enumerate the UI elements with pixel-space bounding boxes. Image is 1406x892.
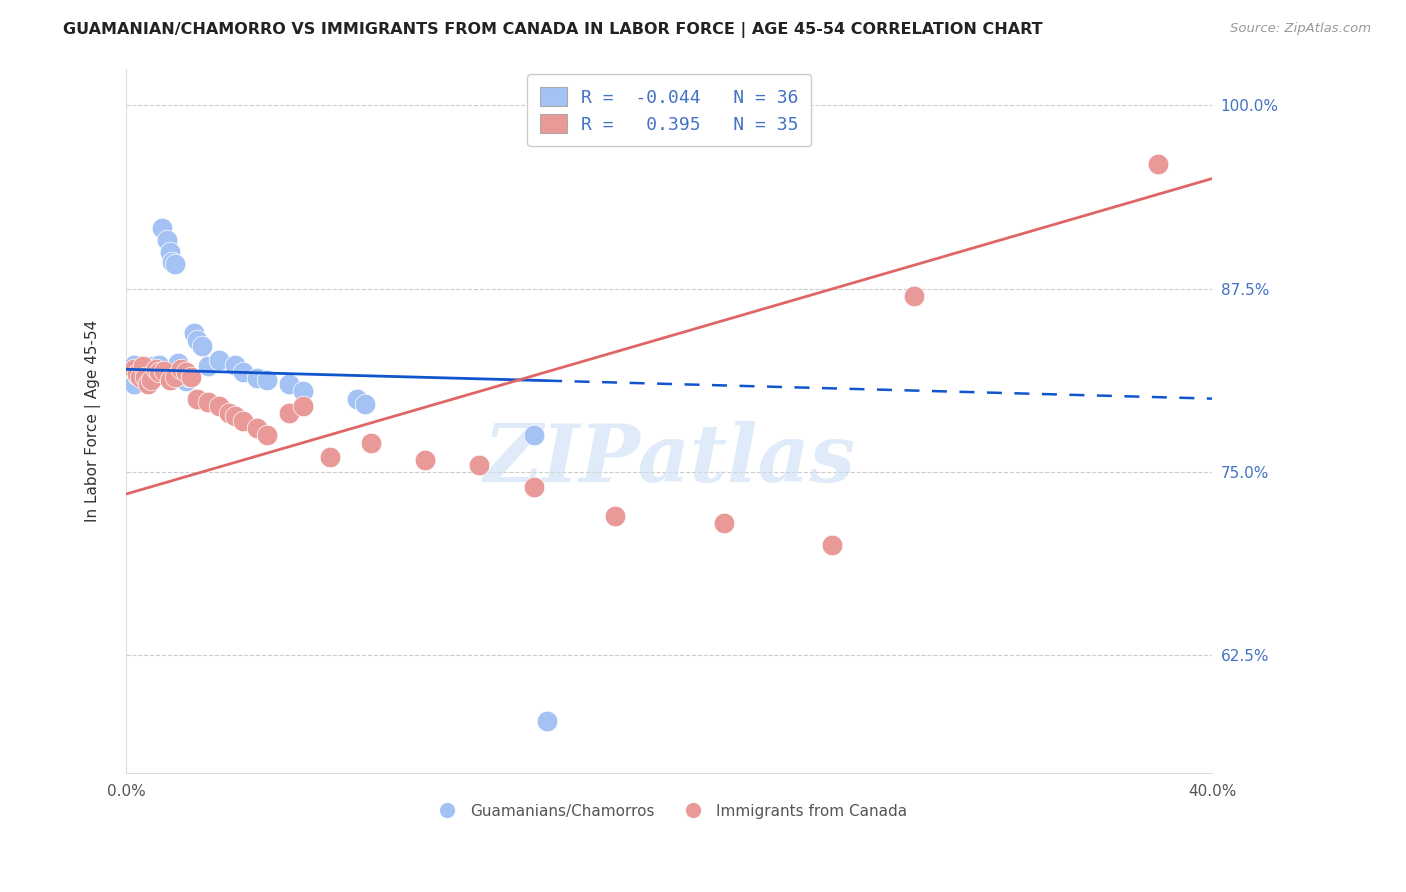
Legend: Guamanians/Chamorros, Immigrants from Canada: Guamanians/Chamorros, Immigrants from Ca… <box>426 797 912 825</box>
Point <box>256 373 278 387</box>
Point <box>150 221 173 235</box>
Point <box>136 362 159 376</box>
Point <box>177 369 200 384</box>
Point <box>159 244 181 259</box>
Point <box>145 362 167 376</box>
Point <box>232 365 254 379</box>
Point <box>124 376 146 391</box>
Point <box>821 538 844 552</box>
Text: GUAMANIAN/CHAMORRO VS IMMIGRANTS FROM CANADA IN LABOR FORCE | AGE 45-54 CORRELAT: GUAMANIAN/CHAMORRO VS IMMIGRANTS FROM CA… <box>63 22 1043 38</box>
Point <box>191 339 214 353</box>
Point <box>246 421 269 435</box>
Point <box>278 376 301 391</box>
Point <box>278 406 301 420</box>
Point <box>224 409 246 424</box>
Point <box>153 364 176 378</box>
Point <box>127 367 149 381</box>
Point <box>346 392 368 406</box>
Text: Source: ZipAtlas.com: Source: ZipAtlas.com <box>1230 22 1371 36</box>
Point <box>142 359 165 374</box>
Point <box>291 399 314 413</box>
Point <box>167 356 190 370</box>
Point <box>162 255 184 269</box>
Point <box>218 406 240 420</box>
Point <box>134 371 156 385</box>
Point <box>128 369 150 384</box>
Point <box>1147 157 1170 171</box>
Point <box>165 257 187 271</box>
Point <box>165 369 187 384</box>
Point <box>136 374 159 388</box>
Point <box>207 353 229 368</box>
Point <box>127 368 149 383</box>
Point <box>174 365 197 379</box>
Point <box>246 371 269 385</box>
Point <box>207 399 229 413</box>
Point <box>148 358 170 372</box>
Point <box>186 333 208 347</box>
Point <box>131 365 153 379</box>
Point <box>197 394 219 409</box>
Point <box>156 233 179 247</box>
Point <box>159 373 181 387</box>
Point <box>134 369 156 384</box>
Point <box>124 362 146 376</box>
Point <box>522 428 544 442</box>
Point <box>136 376 159 391</box>
Point <box>354 397 377 411</box>
Point <box>319 450 342 465</box>
Point <box>603 508 626 523</box>
Point <box>903 289 925 303</box>
Point <box>713 516 735 531</box>
Text: ZIPatlas: ZIPatlas <box>484 421 855 498</box>
Point <box>174 374 197 388</box>
Point <box>360 435 382 450</box>
Point <box>169 362 191 376</box>
Point <box>468 458 491 472</box>
Y-axis label: In Labor Force | Age 45-54: In Labor Force | Age 45-54 <box>86 319 101 522</box>
Point <box>536 714 558 729</box>
Point <box>139 373 162 387</box>
Point <box>291 384 314 399</box>
Point <box>180 369 202 384</box>
Point <box>256 428 278 442</box>
Point <box>186 392 208 406</box>
Point <box>145 364 167 378</box>
Point <box>183 326 205 340</box>
Point <box>139 367 162 381</box>
Point <box>124 358 146 372</box>
Point <box>128 362 150 376</box>
Point <box>131 359 153 374</box>
Point <box>413 453 436 467</box>
Point <box>224 358 246 372</box>
Point <box>148 365 170 379</box>
Point <box>522 480 544 494</box>
Point <box>232 414 254 428</box>
Point <box>172 364 194 378</box>
Point <box>197 359 219 374</box>
